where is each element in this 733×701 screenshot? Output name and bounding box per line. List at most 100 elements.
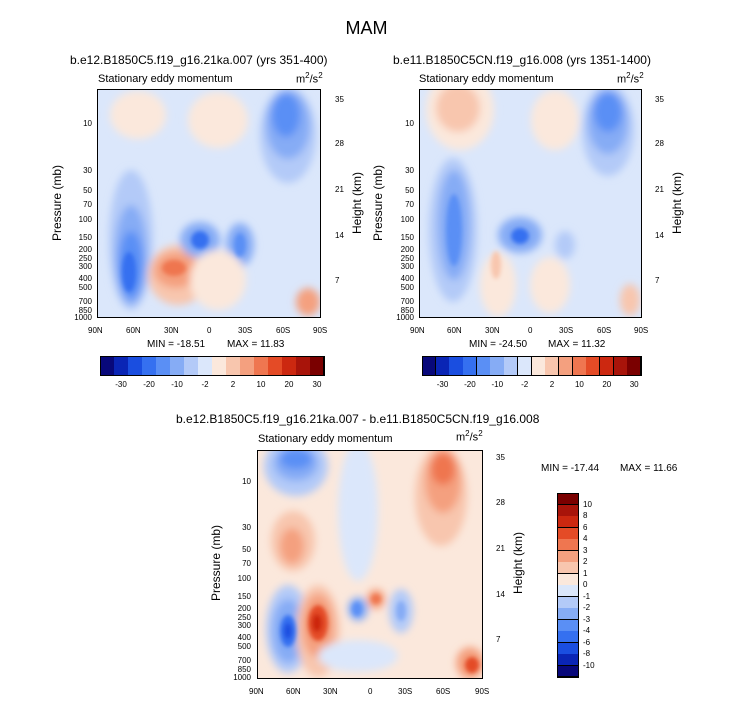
p2-ytick-70: 70 bbox=[405, 200, 414, 209]
p2-ytick-1000: 1000 bbox=[396, 313, 414, 322]
colorbar-swatch bbox=[476, 356, 491, 376]
panel1-units: m2/s2 bbox=[296, 71, 323, 86]
p3-xtick-0: 0 bbox=[368, 687, 373, 696]
panel3-max: MAX = 11.66 bbox=[620, 463, 678, 474]
panel3-y2-label: Height (km) bbox=[511, 532, 525, 595]
p3-htick-14: 14 bbox=[496, 590, 505, 599]
p3-ytick-100: 100 bbox=[237, 574, 251, 583]
p2-ytick-150: 150 bbox=[400, 233, 414, 242]
p3-ytick-50: 50 bbox=[242, 545, 251, 554]
panel3-min: MIN = -17.44 bbox=[541, 463, 600, 474]
p3-neg-sfc bbox=[318, 640, 398, 672]
p3-ytick-30: 30 bbox=[242, 523, 251, 532]
panel1-min: MIN = -18.51 bbox=[147, 339, 206, 350]
p2-ytick-400: 400 bbox=[400, 274, 414, 283]
panel2-max: MAX = 11.32 bbox=[548, 339, 606, 350]
p2-ytick-300: 300 bbox=[400, 262, 414, 271]
colorbar-label: -8 bbox=[583, 649, 591, 658]
colorbar-label: 4 bbox=[583, 534, 588, 543]
colorbar-swatch bbox=[613, 356, 628, 376]
panel1-contour-field bbox=[98, 90, 320, 317]
p3-htick-28: 28 bbox=[496, 498, 505, 507]
p1-xtick-30s: 30S bbox=[238, 326, 253, 335]
p3-ytick-70: 70 bbox=[242, 559, 251, 568]
colorbar-label: 10 bbox=[574, 380, 584, 389]
p1-ytick-250: 250 bbox=[78, 254, 92, 263]
colorbar-swatch bbox=[422, 356, 437, 376]
colorbar-label: 2 bbox=[549, 380, 555, 389]
panel3-variable: Stationary eddy momentum bbox=[258, 433, 393, 445]
p3-xtick-60n: 60N bbox=[286, 687, 301, 696]
colorbar-frame bbox=[100, 356, 324, 376]
p3-ytick-250: 250 bbox=[237, 613, 251, 622]
p2-neg-strat-sh-core bbox=[594, 92, 622, 132]
p1-pos-sub-core bbox=[162, 260, 186, 276]
colorbar-label: 10 bbox=[256, 380, 266, 389]
colorbar-label: 30 bbox=[629, 380, 639, 389]
colorbar-label: 3 bbox=[583, 545, 588, 555]
colorbar-label: 2 bbox=[583, 557, 588, 566]
p2-htick-21: 21 bbox=[655, 185, 664, 194]
p3-xtick-90n: 90N bbox=[249, 687, 264, 696]
p1-ytick-50: 50 bbox=[83, 186, 92, 195]
p1-pos-strat-nh bbox=[110, 91, 166, 139]
panel2-colorbar: -30 -20 -10 -2 2 10 20 30 bbox=[422, 356, 642, 389]
colorbar-swatch bbox=[310, 356, 325, 376]
p2-neg-sh-sub bbox=[555, 231, 575, 259]
p1-xtick-0: 0 bbox=[207, 326, 212, 335]
p3-pos-nh-core2 bbox=[312, 614, 322, 632]
colorbar-swatch bbox=[463, 356, 478, 376]
p3-neg-mid-col bbox=[338, 451, 378, 581]
p3-ytick-850: 850 bbox=[237, 665, 251, 674]
p1-xtick-60s: 60S bbox=[276, 326, 291, 335]
colorbar-swatch bbox=[545, 356, 560, 376]
p2-pos-strat-mid bbox=[531, 90, 579, 150]
p2-neg-trop-core bbox=[511, 228, 529, 244]
p3-ytick-10: 10 bbox=[242, 477, 251, 486]
p3-xtick-90s: 90S bbox=[475, 687, 490, 696]
p1-ytick-850: 850 bbox=[78, 306, 92, 315]
colorbar-swatch bbox=[490, 356, 505, 376]
colorbar-label: -30 bbox=[436, 380, 449, 389]
colorbar-label: -3 bbox=[583, 614, 591, 624]
p1-htick-21: 21 bbox=[335, 185, 344, 194]
p1-ytick-500: 500 bbox=[78, 283, 92, 292]
p1-htick-35: 35 bbox=[335, 95, 344, 104]
p2-ytick-500: 500 bbox=[400, 283, 414, 292]
figure-title: MAM bbox=[345, 18, 388, 38]
p2-ytick-200: 200 bbox=[400, 245, 414, 254]
colorbar-label: 10 bbox=[583, 499, 592, 509]
p2-ytick-10: 10 bbox=[405, 119, 414, 128]
p3-ytick-200: 200 bbox=[237, 604, 251, 613]
panel1-variable: Stationary eddy momentum bbox=[98, 73, 233, 85]
colorbar-swatch bbox=[558, 356, 574, 376]
p2-ytick-850: 850 bbox=[400, 306, 414, 315]
panel3-contour-field bbox=[258, 451, 482, 678]
colorbar-label: -30 bbox=[115, 380, 127, 389]
colorbar-swatch bbox=[517, 356, 532, 376]
colorbar-label: 2 bbox=[230, 380, 236, 389]
colorbar-label: -10 bbox=[171, 380, 183, 389]
p2-xtick-90n: 90N bbox=[410, 326, 425, 335]
p1-ytick-300: 300 bbox=[78, 262, 92, 271]
colorbar-label: -10 bbox=[583, 660, 595, 670]
colorbar-swatch bbox=[572, 356, 587, 376]
p1-htick-7: 7 bbox=[335, 276, 340, 285]
p3-neg-sh-core bbox=[396, 601, 406, 621]
panel1-max: MAX = 11.83 bbox=[227, 339, 285, 350]
panel1-plot bbox=[97, 89, 321, 318]
p2-ytick-50: 50 bbox=[405, 186, 414, 195]
p3-ytick-1000: 1000 bbox=[233, 673, 251, 682]
p2-ytick-700: 700 bbox=[400, 297, 414, 306]
p3-ytick-500: 500 bbox=[237, 642, 251, 651]
p3-htick-7: 7 bbox=[496, 635, 501, 644]
p1-pos-sfc-sh bbox=[296, 288, 320, 316]
p3-neg-strat-nh-core bbox=[280, 451, 312, 469]
p1-ytick-70: 70 bbox=[83, 200, 92, 209]
colorbar-swatch bbox=[531, 356, 546, 376]
p1-neg-trop-core bbox=[191, 231, 209, 249]
colorbar-label: 8 bbox=[583, 511, 588, 520]
colorbar-label: -2 bbox=[201, 380, 209, 389]
p2-htick-28: 28 bbox=[655, 139, 664, 148]
panel2-min: MIN = -24.50 bbox=[469, 339, 528, 350]
